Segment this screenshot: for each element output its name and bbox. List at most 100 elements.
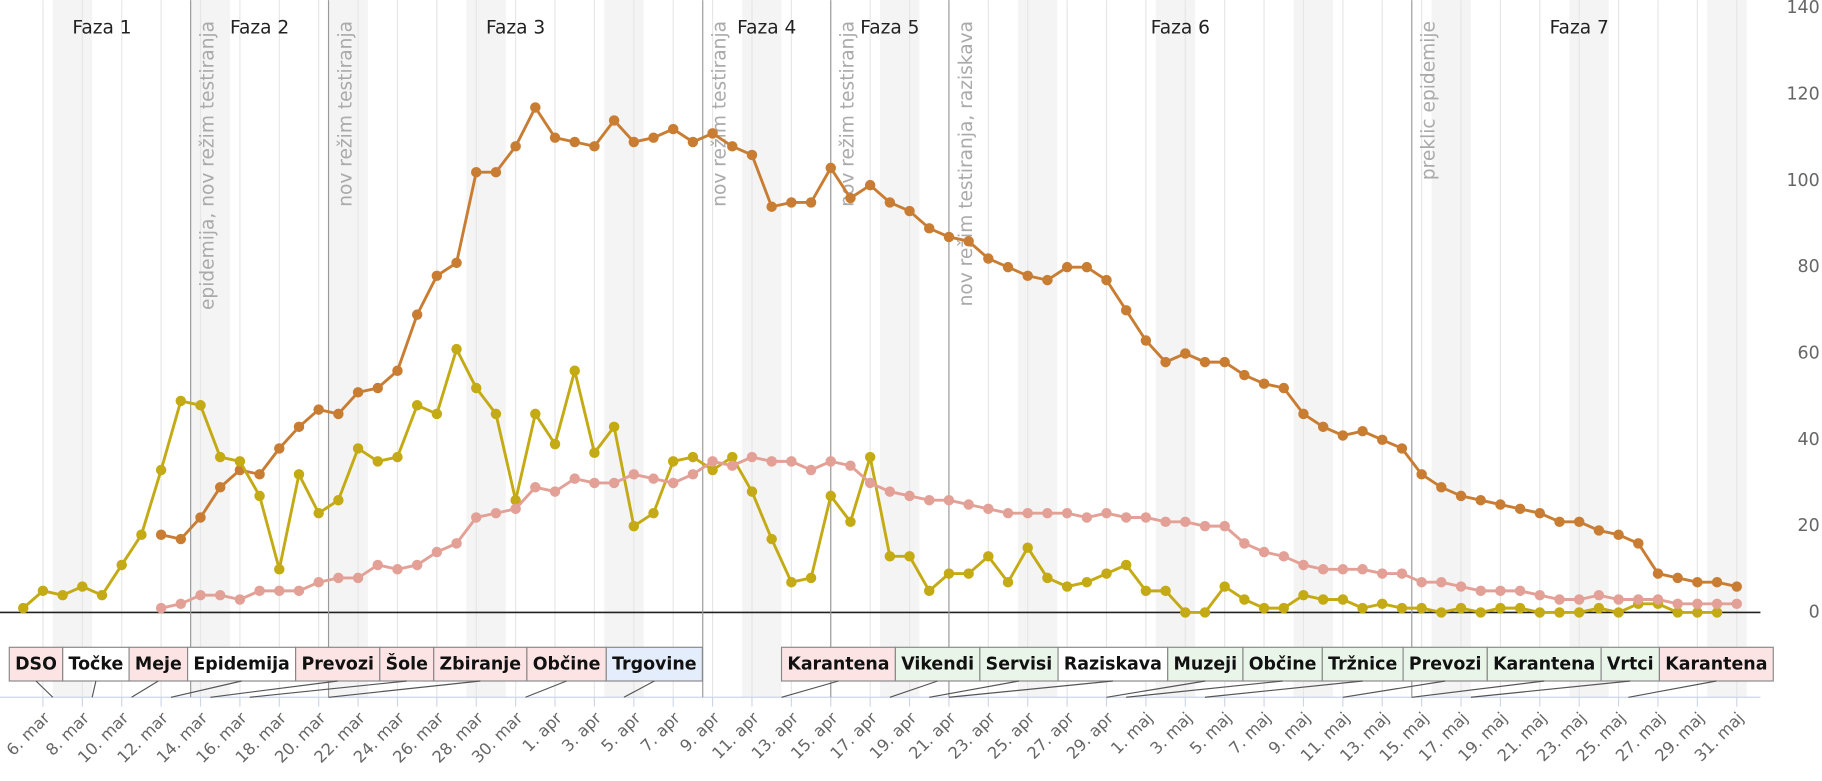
data-point	[1239, 594, 1250, 605]
measure-box	[187, 646, 297, 682]
measure-label: Karantena	[1493, 655, 1595, 675]
data-point	[1593, 589, 1605, 601]
data-point	[1160, 516, 1171, 528]
data-point	[333, 408, 344, 420]
measure-leader	[781, 680, 839, 698]
data-point	[963, 568, 974, 579]
data-point	[1534, 607, 1546, 618]
data-point	[924, 585, 935, 597]
data-point	[1455, 581, 1467, 592]
measure-leader	[1342, 680, 1446, 698]
data-point	[510, 494, 521, 506]
data-point	[924, 494, 935, 506]
measure-label: Prevozi	[301, 655, 374, 675]
data-point	[1278, 551, 1289, 562]
data-point	[845, 192, 856, 204]
data-point	[1573, 516, 1585, 528]
data-point	[1160, 356, 1171, 368]
data-point	[648, 473, 659, 484]
data-point	[175, 395, 187, 407]
data-point	[983, 253, 994, 264]
weekend-band	[604, 0, 644, 698]
data-point	[983, 551, 994, 562]
data-point	[1475, 494, 1486, 506]
annotation-text: nov režim testiranja, raziskava	[956, 21, 977, 306]
measure-box	[780, 646, 896, 682]
data-point	[1455, 602, 1467, 614]
data-point	[1357, 564, 1368, 575]
data-point	[1475, 585, 1486, 597]
data-point	[1239, 369, 1250, 381]
measure: Raziskava	[948, 646, 1169, 698]
data-point	[1337, 564, 1349, 575]
data-point	[1633, 538, 1644, 549]
weekend-band	[880, 0, 920, 698]
measure: Točke	[62, 646, 130, 698]
measure-label: Epidemija	[193, 655, 289, 675]
measure-box	[295, 646, 381, 682]
measure: Meje	[128, 646, 189, 698]
data-point	[687, 136, 699, 148]
annotation-text: epidemija, nov režim testiranja	[198, 21, 219, 310]
data-point	[786, 456, 797, 467]
data-point	[530, 482, 541, 493]
measure-leader	[328, 680, 481, 698]
measure-label: Trgovine	[612, 655, 696, 675]
data-point	[746, 149, 758, 161]
x-tick-label: 3. maj	[1146, 708, 1195, 757]
measure-box	[979, 646, 1059, 682]
data-point	[451, 538, 462, 549]
data-point	[825, 456, 836, 467]
measure: Šole	[249, 646, 435, 698]
data-point	[1140, 335, 1152, 346]
data-point	[1317, 564, 1329, 575]
data-point	[1436, 576, 1447, 588]
data-point	[648, 132, 659, 143]
measure-leader	[35, 680, 54, 698]
data-point	[1672, 572, 1683, 584]
data-point	[1436, 607, 1447, 618]
data-point	[1495, 585, 1506, 597]
data-point	[1081, 512, 1093, 523]
data-point	[1357, 425, 1368, 437]
data-point	[136, 529, 147, 540]
data-point	[96, 589, 108, 601]
data-point	[687, 469, 699, 480]
data-point	[1081, 576, 1093, 588]
measure-leader	[91, 680, 97, 698]
data-point	[1593, 602, 1605, 614]
data-point	[1377, 598, 1388, 610]
data-point	[1298, 559, 1309, 571]
data-point	[727, 451, 738, 463]
data-point	[1357, 602, 1368, 614]
data-point	[372, 559, 383, 571]
data-point	[628, 520, 640, 532]
x-tick-label: 3. apr	[558, 708, 605, 755]
data-point	[1613, 607, 1624, 618]
measure-leader	[948, 680, 1113, 698]
data-point	[963, 499, 974, 510]
data-point	[1731, 598, 1742, 610]
data-point	[1593, 525, 1605, 536]
data-point	[352, 387, 364, 398]
data-point	[589, 447, 600, 458]
measure-box	[526, 646, 607, 682]
data-point	[1455, 490, 1467, 502]
data-point	[1416, 576, 1427, 588]
data-point	[313, 404, 324, 415]
data-point	[1160, 585, 1171, 597]
data-point	[884, 551, 896, 562]
data-point	[77, 581, 88, 592]
weekend-band	[1293, 0, 1334, 698]
data-point	[1061, 507, 1073, 519]
data-point	[1495, 499, 1506, 510]
measure-label: Tržnice	[1328, 655, 1397, 675]
data-point	[1534, 507, 1546, 519]
y-tick-label: 60	[1798, 343, 1820, 363]
data-point	[1711, 598, 1723, 610]
y-tick-label: 0	[1809, 602, 1820, 622]
data-point	[392, 451, 403, 463]
data-point	[1416, 602, 1427, 614]
measure-label: Karantena	[1665, 655, 1767, 675]
data-point	[411, 309, 423, 320]
